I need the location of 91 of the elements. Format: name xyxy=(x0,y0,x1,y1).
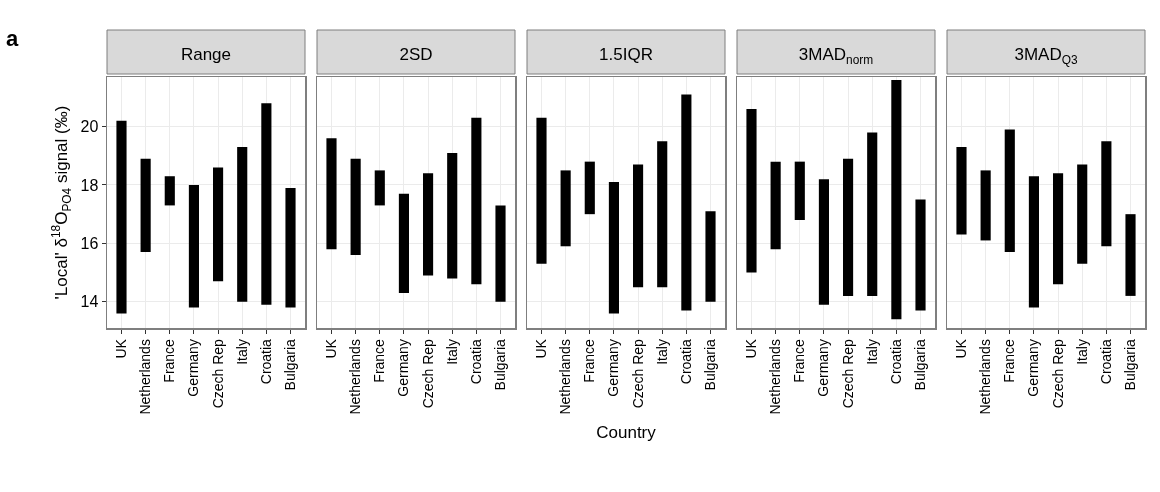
x-tick-label: Croatia xyxy=(677,338,694,385)
bar xyxy=(447,152,458,279)
bar xyxy=(237,147,248,302)
y-tick-label: 18 xyxy=(80,176,99,194)
x-tick-label: France xyxy=(371,338,388,383)
x-tick-label: Bulgaria xyxy=(702,338,719,391)
x-tick-label: Netherlands xyxy=(767,339,784,415)
text: a xyxy=(6,26,19,51)
y-tick-label: 20 xyxy=(80,118,99,136)
bar xyxy=(1028,176,1039,308)
x-tick-label: Croatia xyxy=(257,338,274,385)
bar xyxy=(261,103,272,305)
bar xyxy=(398,193,409,293)
bar xyxy=(633,164,644,288)
bar xyxy=(584,161,595,215)
bar xyxy=(1053,173,1064,285)
x-tick-label: Czech Rep xyxy=(209,338,226,409)
x-tick-label: Bulgaria xyxy=(492,338,509,391)
bar xyxy=(285,187,296,308)
x-tick-label: Croatia xyxy=(1097,338,1114,385)
x-tick-label: Italy xyxy=(1073,339,1090,365)
bar xyxy=(374,170,385,206)
x-tick-label: UK xyxy=(113,338,130,359)
y-tick-label: 14 xyxy=(80,293,99,311)
bar xyxy=(891,79,902,320)
x-tick-label: Germany xyxy=(605,339,622,397)
y-tick-label: 16 xyxy=(80,234,99,252)
chart-title: 1.5IQR xyxy=(599,44,653,64)
x-tick-label: Czech Rep xyxy=(419,338,436,409)
bar xyxy=(770,161,781,250)
bar xyxy=(350,158,361,256)
bar xyxy=(326,138,337,250)
x-tick-label: France xyxy=(791,338,808,383)
x-tick-label: France xyxy=(1001,338,1018,383)
x-tick-label: UK xyxy=(743,338,760,359)
bar xyxy=(495,205,506,302)
x-tick-label: Bulgaria xyxy=(282,338,299,391)
x-tick-label: Netherlands xyxy=(557,339,574,415)
x-tick-label: Croatia xyxy=(467,338,484,385)
bar xyxy=(188,184,199,308)
bar xyxy=(608,182,619,314)
bar xyxy=(657,141,668,288)
x-tick-label: Italy xyxy=(233,339,250,365)
bar xyxy=(164,176,175,206)
chart-title: Range xyxy=(180,44,232,64)
x-tick-label: Bulgaria xyxy=(912,338,929,391)
x-tick-label: France xyxy=(161,338,178,383)
x-axis-title: Country xyxy=(596,422,657,442)
chart-title: 3MAD$_{Q3}$ xyxy=(1014,44,1078,67)
x-tick-label: Czech Rep xyxy=(1049,338,1066,409)
bar xyxy=(681,94,692,311)
x-tick-label: Germany xyxy=(395,339,412,397)
bar xyxy=(746,109,757,273)
x-tick-label: Czech Rep xyxy=(629,338,646,409)
bar xyxy=(140,158,151,253)
x-tick-label: Netherlands xyxy=(347,339,364,415)
chart-title: 2SD xyxy=(399,44,433,64)
x-tick-label: Italy xyxy=(653,339,670,365)
bar xyxy=(1077,164,1088,264)
bar xyxy=(956,147,967,235)
bar xyxy=(471,117,482,285)
bar xyxy=(867,132,878,296)
bar xyxy=(536,117,547,264)
x-tick-label: Netherlands xyxy=(977,339,994,415)
bar xyxy=(705,211,716,302)
bar xyxy=(423,173,434,276)
x-tick-label: UK xyxy=(533,338,550,359)
bar xyxy=(213,167,224,282)
bar xyxy=(794,161,805,221)
x-tick-label: Germany xyxy=(815,339,832,397)
x-tick-label: Italy xyxy=(863,339,880,365)
x-tick-label: UK xyxy=(953,338,970,359)
bar xyxy=(1101,141,1112,247)
bar xyxy=(843,158,854,296)
x-tick-label: Bulgaria xyxy=(1122,338,1139,391)
bar xyxy=(560,170,571,247)
x-tick-label: Croatia xyxy=(887,338,904,385)
bar xyxy=(116,120,127,314)
x-tick-label: Czech Rep xyxy=(839,338,856,409)
chart-title: 3MAD$_{norm}$ xyxy=(798,44,874,67)
bar xyxy=(1004,129,1015,253)
bar xyxy=(818,179,829,305)
bar xyxy=(1125,214,1136,296)
x-tick-label: Germany xyxy=(1025,339,1042,397)
bar xyxy=(915,199,926,311)
x-tick-label: Netherlands xyxy=(137,339,154,415)
x-tick-label: Germany xyxy=(185,339,202,397)
x-tick-label: UK xyxy=(323,338,340,359)
x-tick-label: Italy xyxy=(443,339,460,365)
bar xyxy=(980,170,991,241)
x-tick-label: France xyxy=(581,338,598,383)
